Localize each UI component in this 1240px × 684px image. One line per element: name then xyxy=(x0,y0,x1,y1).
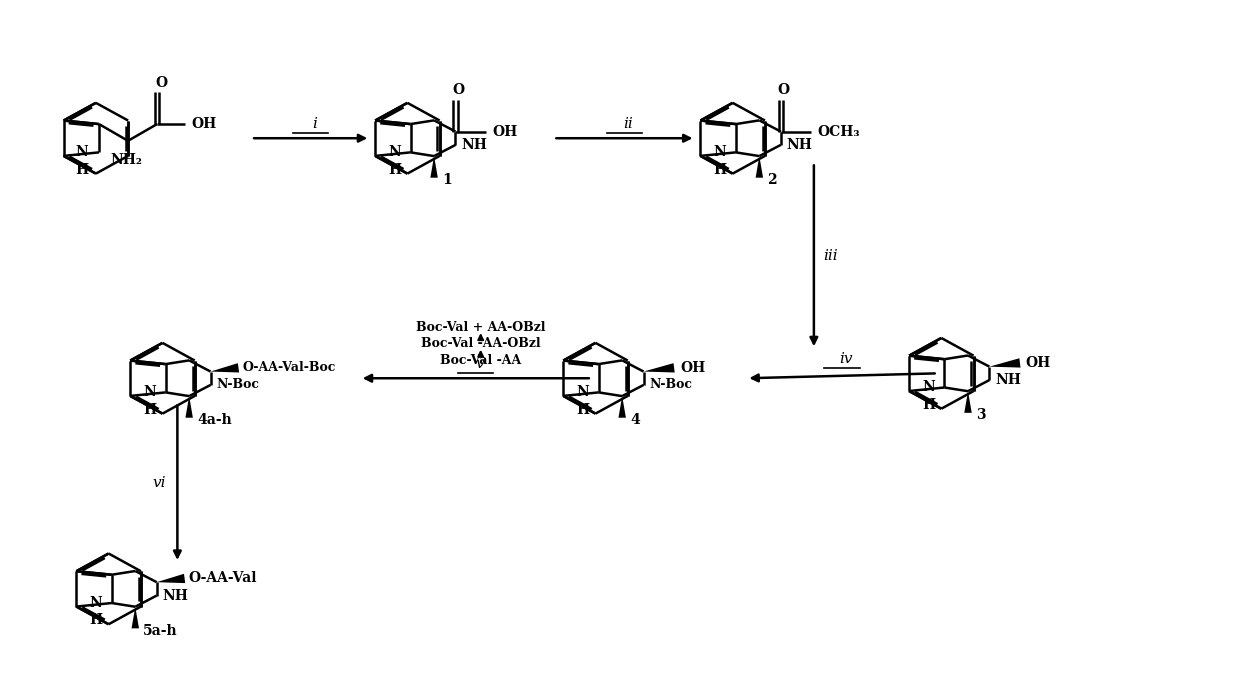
Text: N-Boc: N-Boc xyxy=(217,378,259,391)
Text: iii: iii xyxy=(823,249,838,263)
Polygon shape xyxy=(755,156,763,178)
Text: Boc-Val -AA-OBzl: Boc-Val -AA-OBzl xyxy=(420,337,541,350)
Text: NH: NH xyxy=(162,589,188,603)
Polygon shape xyxy=(990,358,1021,367)
Polygon shape xyxy=(156,574,185,583)
Text: O-AA-Val: O-AA-Val xyxy=(188,571,257,586)
Text: H: H xyxy=(713,163,727,176)
Text: OH: OH xyxy=(680,361,706,375)
Text: O: O xyxy=(155,76,167,90)
Polygon shape xyxy=(131,607,139,629)
Polygon shape xyxy=(619,396,626,418)
Text: N: N xyxy=(76,145,89,159)
Text: N: N xyxy=(714,145,727,159)
Text: OCH₃: OCH₃ xyxy=(817,124,859,139)
Text: H: H xyxy=(577,403,589,417)
Text: N: N xyxy=(144,385,156,399)
Text: 4a-h: 4a-h xyxy=(197,413,232,428)
Polygon shape xyxy=(644,363,675,373)
Text: NH: NH xyxy=(461,138,487,152)
Polygon shape xyxy=(211,363,239,373)
Text: vi: vi xyxy=(153,475,166,490)
Text: OH: OH xyxy=(192,117,217,131)
Polygon shape xyxy=(186,396,193,418)
Text: N: N xyxy=(388,145,402,159)
Text: OH: OH xyxy=(1025,356,1052,370)
Text: ii: ii xyxy=(624,116,634,131)
Text: N: N xyxy=(577,385,589,399)
Text: i: i xyxy=(312,116,317,131)
Text: iv: iv xyxy=(839,352,853,366)
Text: 3: 3 xyxy=(976,408,986,423)
Text: 1: 1 xyxy=(441,173,451,187)
Text: H: H xyxy=(144,403,156,417)
Text: H: H xyxy=(388,163,402,176)
Text: O-AA-Val-Boc: O-AA-Val-Boc xyxy=(242,361,336,374)
Text: H: H xyxy=(89,614,103,627)
Text: N: N xyxy=(89,596,103,610)
Text: H: H xyxy=(76,163,89,176)
Text: v: v xyxy=(475,356,484,371)
Text: OH: OH xyxy=(492,124,517,139)
Text: NH: NH xyxy=(786,138,812,152)
Text: H: H xyxy=(923,398,935,412)
Text: O: O xyxy=(777,83,790,97)
Text: NH₂: NH₂ xyxy=(110,153,143,168)
Text: NH: NH xyxy=(996,373,1022,387)
Text: O: O xyxy=(453,83,465,97)
Text: N: N xyxy=(923,380,935,394)
Text: 2: 2 xyxy=(768,173,776,187)
Text: N-Boc: N-Boc xyxy=(650,378,692,391)
Text: Boc-Val -AA: Boc-Val -AA xyxy=(440,354,521,367)
Text: Boc-Val + AA-OBzl: Boc-Val + AA-OBzl xyxy=(415,321,546,334)
Polygon shape xyxy=(430,156,438,178)
Polygon shape xyxy=(965,391,972,413)
Text: 5a-h: 5a-h xyxy=(143,624,177,638)
Text: 4: 4 xyxy=(630,413,640,428)
